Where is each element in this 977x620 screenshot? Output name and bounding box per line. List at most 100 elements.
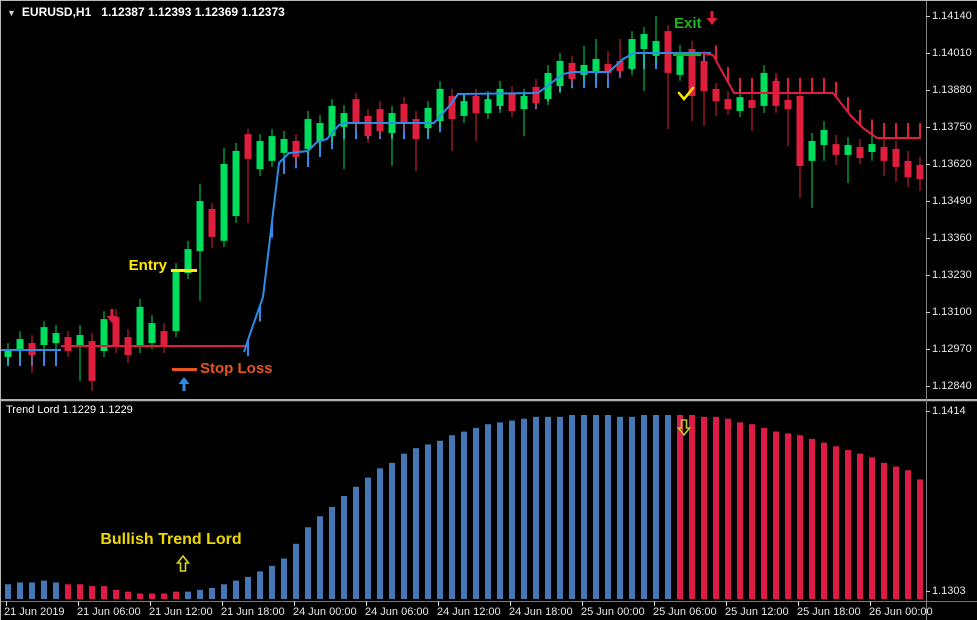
candle-body <box>496 88 504 106</box>
candle-body <box>412 119 420 139</box>
price-axis-label: 1.12840 <box>932 380 972 392</box>
symbol-dropdown-icon[interactable]: ▼ <box>7 8 16 18</box>
time-axis-tick <box>582 601 583 606</box>
candle-body <box>268 136 276 161</box>
trend-lord-bar <box>101 586 107 599</box>
candle-body <box>820 129 828 145</box>
trend-lord-bar <box>77 584 83 599</box>
time-axis-label: 25 Jun 12:00 <box>725 606 789 618</box>
trend-lord-bar <box>293 543 299 599</box>
trend-lord-bar <box>353 486 359 599</box>
trend-lord-bar <box>89 586 95 599</box>
trend-lord-bar <box>257 571 263 599</box>
trend-lord-bar <box>473 427 479 599</box>
candle-body <box>880 146 888 161</box>
trend-lord-bar <box>173 591 179 599</box>
entry-annotation-label: Entry <box>128 257 167 274</box>
trend-lord-bar <box>857 453 863 599</box>
trend-lord-bar <box>413 448 419 599</box>
candle-body <box>232 150 240 217</box>
price-axis-label: 1.13750 <box>932 121 972 133</box>
time-axis-label: 21 Jun 2019 <box>4 606 65 618</box>
price-axis-label: 1.14140 <box>932 10 972 22</box>
time-axis-label: 26 Jun 00:00 <box>869 606 933 618</box>
candle-body <box>724 99 732 110</box>
trend-lord-bar <box>329 507 335 599</box>
check-mark-icon <box>677 86 695 101</box>
candle-body <box>316 123 324 141</box>
trend-lord-bar <box>245 576 251 599</box>
trend-lord-bar <box>893 466 899 599</box>
trend-lord-bar <box>497 422 503 599</box>
trend-lord-bar <box>725 418 731 599</box>
trend-lord-bar <box>185 591 191 599</box>
trend-lord-bar <box>305 527 311 599</box>
trend-lord-bar <box>665 415 671 599</box>
stop-loss-price-line <box>172 368 197 371</box>
time-axis-label: 24 Jun 00:00 <box>293 606 357 618</box>
trend-lord-bar <box>749 424 755 599</box>
candle-body <box>676 53 684 75</box>
main-price-chart[interactable] <box>1 1 926 399</box>
candle-body <box>832 144 840 155</box>
trend-lord-bar <box>545 416 551 599</box>
price-axis-tick <box>926 16 930 17</box>
candle-body <box>112 317 120 348</box>
trend-lord-bar <box>485 424 491 599</box>
candle-body <box>448 95 456 120</box>
trend-lord-bar <box>281 558 287 599</box>
candle-body <box>100 319 108 351</box>
buy-arrow-icon <box>178 377 190 391</box>
candle-body <box>844 144 852 155</box>
trend-lord-indicator-panel[interactable] <box>1 402 926 601</box>
trend-lord-bar <box>677 415 683 599</box>
candle-body <box>292 140 300 157</box>
trend-lord-bar <box>5 584 11 599</box>
candle-body <box>256 140 264 170</box>
sell-arrow-icon <box>706 11 718 25</box>
time-axis-label: 24 Jun 18:00 <box>509 606 573 618</box>
price-axis-tick <box>926 386 930 387</box>
trend-lord-bar <box>125 591 131 599</box>
price-axis-label: 1.14010 <box>932 47 972 59</box>
price-axis-tick <box>926 201 930 202</box>
candle-body <box>460 101 468 116</box>
candle-body <box>520 95 528 110</box>
candle-body <box>700 60 708 92</box>
trend-lord-bar <box>389 462 395 599</box>
trend-lord-bar <box>557 416 563 599</box>
time-axis-tick <box>510 601 511 606</box>
trend-lord-bar <box>641 415 647 599</box>
time-axis-label: 21 Jun 12:00 <box>149 606 213 618</box>
trend-lord-bar <box>689 415 695 599</box>
trend-lord-bar <box>461 431 467 599</box>
trend-lord-bar <box>53 582 59 599</box>
entry-price-line <box>171 269 197 272</box>
candle-body <box>532 86 540 104</box>
candle-body <box>856 146 864 159</box>
price-axis-label: 1.13880 <box>932 84 972 96</box>
exit-price-line <box>673 53 701 56</box>
trend-lord-bar <box>521 418 527 599</box>
price-axis-label: 1.13230 <box>932 269 972 281</box>
window-separator-top[interactable] <box>1 399 977 402</box>
candle-body <box>196 201 204 252</box>
chart-title: ▼ EURUSD,H1 1.12387 1.12393 1.12369 1.1237… <box>7 5 285 19</box>
candle-body <box>712 88 720 102</box>
candle-body <box>220 164 228 241</box>
window-separator-bottom[interactable] <box>1 601 977 602</box>
candle-body <box>688 49 696 96</box>
price-axis-tick <box>926 238 930 239</box>
trend-lord-bar <box>221 584 227 599</box>
time-axis-tick <box>222 601 223 606</box>
candle-body <box>208 208 216 237</box>
candle-body <box>280 138 288 153</box>
bullish-flip-arrow-icon <box>175 554 191 572</box>
trend-lord-bar <box>197 589 203 599</box>
trend-lord-bar <box>317 516 323 599</box>
candle-body <box>340 113 348 127</box>
time-axis-label: 24 Jun 06:00 <box>365 606 429 618</box>
indicator-name-label: Trend Lord 1.1229 1.1229 <box>6 404 133 416</box>
trend-lord-bar <box>161 593 167 599</box>
candle-body <box>868 144 876 153</box>
